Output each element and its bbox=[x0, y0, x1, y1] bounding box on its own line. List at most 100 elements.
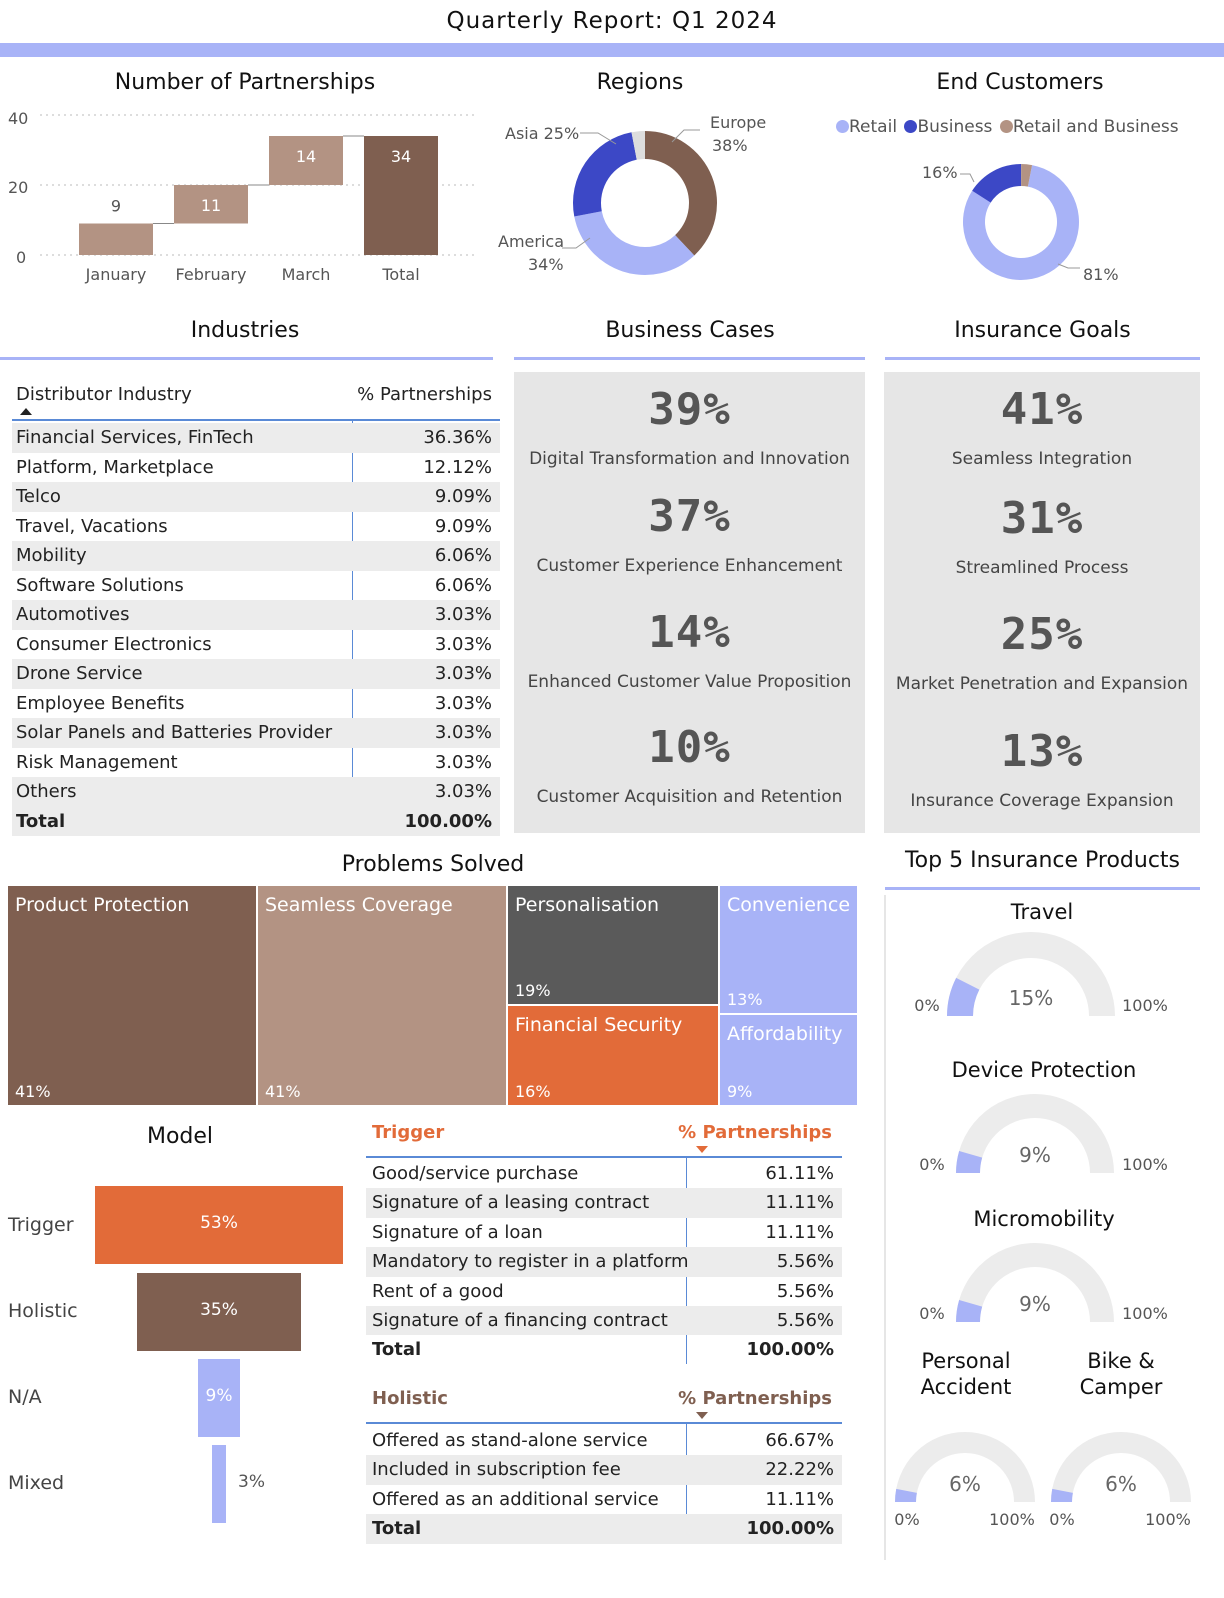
row-label: Signature of a leasing contract bbox=[372, 1192, 650, 1214]
table-row[interactable]: Offered as stand-alone service 66.67% bbox=[366, 1426, 842, 1455]
table-row[interactable]: Rent of a good 5.56% bbox=[366, 1277, 842, 1306]
table-row[interactable]: Signature of a loan 11.11% bbox=[366, 1218, 842, 1247]
data-label: 34 bbox=[391, 147, 411, 166]
funnel-pct: 35% bbox=[200, 1300, 238, 1320]
industry-name: Financial Services, FinTech bbox=[16, 427, 254, 448]
table-row[interactable]: Others 3.03% bbox=[12, 777, 500, 807]
insurance-goals-title: Insurance Goals bbox=[954, 318, 1131, 343]
treemap-seamless-coverage[interactable]: Seamless Coverage 41% bbox=[258, 886, 506, 1105]
ig-label-3: Market Penetration and Expansion bbox=[895, 674, 1189, 694]
regions-label-europe: Europe bbox=[710, 113, 767, 132]
table-row[interactable]: Mobility 6.06% bbox=[12, 541, 500, 571]
treemap-affordability[interactable]: Affordability 9% bbox=[720, 1015, 857, 1105]
gauge-fill bbox=[947, 977, 980, 1017]
ig-value-4: 13% bbox=[1000, 726, 1084, 777]
funnel-label-na: N/A bbox=[8, 1386, 42, 1408]
industry-name: Risk Management bbox=[16, 751, 178, 773]
table-row[interactable]: Signature of a financing contract 5.56% bbox=[366, 1306, 842, 1336]
table-row[interactable]: Travel, Vacations 9.09% bbox=[12, 512, 500, 542]
sort-descending-icon[interactable] bbox=[696, 1146, 708, 1153]
row-pct: 5.56% bbox=[776, 1310, 834, 1331]
industry-pct: 3.03% bbox=[434, 692, 492, 714]
total-value: 100.00% bbox=[746, 1339, 835, 1361]
legend-swatch-business bbox=[904, 120, 918, 133]
gauge-track bbox=[1051, 1432, 1191, 1503]
total-label: Total bbox=[372, 1518, 422, 1540]
funnel-bar-mixed[interactable] bbox=[211, 1445, 226, 1523]
legend-swatch-retail-business bbox=[999, 120, 1013, 133]
treemap-financial-security[interactable]: Financial Security 16% bbox=[508, 1006, 718, 1105]
gauge-fill bbox=[956, 1150, 983, 1174]
sort-ascending-icon[interactable] bbox=[20, 408, 32, 415]
table-row[interactable]: Platform, Marketplace 12.12% bbox=[12, 453, 500, 483]
row-label: Included in subscription fee bbox=[372, 1459, 621, 1481]
treemap-convenience[interactable]: Convenience 13% bbox=[720, 886, 857, 1013]
sort-descending-icon[interactable] bbox=[696, 1412, 708, 1419]
treemap-product-protection[interactable]: Product Protection 41% bbox=[8, 886, 256, 1105]
funnel-bar-trigger[interactable] bbox=[95, 1186, 343, 1264]
table-row[interactable]: Good/service purchase 61.11% bbox=[366, 1159, 842, 1188]
table-row[interactable]: Risk Management 3.03% bbox=[12, 748, 500, 778]
industry-pct: 9.09% bbox=[434, 515, 492, 537]
industries-table: Distributor Industry % Partnerships Fina… bbox=[12, 380, 500, 840]
funnel-pct: 9% bbox=[205, 1386, 233, 1406]
industry-pct: 3.03% bbox=[434, 663, 492, 684]
legend-retail-business: Retail and Business bbox=[1012, 117, 1179, 137]
row-label: Good/service purchase bbox=[372, 1163, 579, 1184]
table-row[interactable]: Telco 9.09% bbox=[12, 482, 500, 512]
regions-leaders bbox=[562, 129, 700, 249]
row-pct: 5.56% bbox=[776, 1280, 834, 1302]
regions-label-america: America bbox=[498, 232, 564, 251]
table-row[interactable]: Included in subscription fee 22.22% bbox=[366, 1455, 842, 1485]
funnel-label-mixed: Mixed bbox=[8, 1472, 65, 1494]
table-row[interactable]: Mandatory to register in a platform 5.56% bbox=[366, 1247, 842, 1277]
treemap-personalisation[interactable]: Personalisation 19% bbox=[508, 886, 718, 1004]
tm-pct: 19% bbox=[515, 981, 551, 1000]
ec-leaders bbox=[960, 173, 1080, 269]
ec-label-small: 16% bbox=[922, 163, 958, 182]
table-row[interactable]: Software Solutions 6.06% bbox=[12, 571, 500, 601]
funnel-bar-na[interactable] bbox=[197, 1359, 241, 1437]
table-row[interactable]: Solar Panels and Batteries Provider 3.03% bbox=[12, 718, 500, 748]
col-header-industry[interactable]: Distributor Industry bbox=[16, 384, 192, 405]
industry-pct: 3.03% bbox=[434, 781, 492, 802]
industry-pct: 3.03% bbox=[434, 604, 492, 625]
table-total-row: Total 100.00% bbox=[12, 806, 500, 837]
bc-label-4: Customer Acquisition and Retention bbox=[536, 787, 843, 807]
bc-value-3: 14% bbox=[648, 607, 731, 658]
header-band bbox=[0, 43, 1224, 57]
table-row[interactable]: Financial Services, FinTech 36.36% bbox=[12, 423, 500, 453]
ig-label-1: Seamless Integration bbox=[951, 449, 1133, 469]
industry-name: Software Solutions bbox=[16, 574, 184, 596]
model-title: Model bbox=[146, 1124, 214, 1149]
table-row[interactable]: Consumer Electronics 3.03% bbox=[12, 630, 500, 660]
row-label: Offered as stand-alone service bbox=[372, 1430, 648, 1451]
slice-retail-business bbox=[1021, 164, 1033, 187]
col-header-pct[interactable]: % Partnerships bbox=[357, 384, 492, 405]
funnel-bar-holistic[interactable] bbox=[137, 1273, 301, 1351]
industry-pct: 6.06% bbox=[434, 574, 492, 596]
industry-name: Solar Panels and Batteries Provider bbox=[16, 722, 333, 743]
funnel-label-holistic: Holistic bbox=[8, 1300, 78, 1322]
data-label: 14 bbox=[296, 147, 316, 166]
row-label: Offered as an additional service bbox=[372, 1488, 659, 1510]
gauge-fill bbox=[1050, 1488, 1073, 1503]
slice-other bbox=[631, 131, 645, 160]
table-row[interactable]: Offered as an additional service 11.11% bbox=[366, 1485, 842, 1514]
ec-label-large: 81% bbox=[1083, 265, 1119, 284]
table-row[interactable]: Employee Benefits 3.03% bbox=[12, 689, 500, 719]
industry-name: Mobility bbox=[16, 545, 87, 566]
holistic-col-pct[interactable]: % Partnerships bbox=[678, 1388, 832, 1409]
table-row[interactable]: Automotives 3.03% bbox=[12, 600, 500, 630]
table-row[interactable]: Signature of a leasing contract 11.11% bbox=[366, 1188, 842, 1218]
gauge-value: 9% bbox=[1019, 1292, 1051, 1316]
ig-value-3: 25% bbox=[1000, 609, 1084, 660]
table-row[interactable]: Drone Service 3.03% bbox=[12, 659, 500, 689]
industry-pct: 3.03% bbox=[434, 633, 492, 655]
industries-underline bbox=[0, 357, 493, 360]
gauge-title: Travel bbox=[1010, 900, 1074, 924]
trigger-header[interactable]: Trigger bbox=[372, 1122, 445, 1143]
holistic-header[interactable]: Holistic bbox=[372, 1388, 448, 1409]
total-value: 100.00% bbox=[746, 1518, 835, 1540]
trigger-col-pct[interactable]: % Partnerships bbox=[678, 1122, 832, 1143]
